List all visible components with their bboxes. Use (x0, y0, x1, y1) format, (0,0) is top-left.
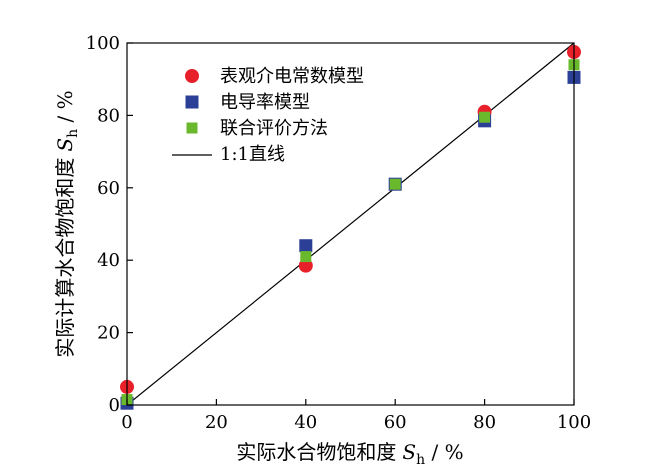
x-tick-label: 80 (473, 412, 496, 433)
legend-marker-series-2 (186, 122, 198, 134)
data-point-series-0 (298, 258, 313, 273)
x-axis-title-unit: / % (425, 440, 463, 464)
x-tick-label: 0 (121, 412, 132, 433)
legend: 表观介电常数模型 电导率模型 联合评价方法 1:1直线 (172, 66, 364, 165)
x-tick-label: 20 (205, 412, 228, 433)
legend-label-conductivity: 电导率模型 (220, 92, 310, 113)
legend-label-dielectric: 表观介电常数模型 (220, 66, 364, 87)
data-point-series-2 (479, 111, 491, 123)
y-axis-title-var: S (53, 138, 77, 152)
x-axis-ticks: 0 20 40 60 80 100 (121, 399, 591, 433)
x-axis-title-sub: h (416, 452, 425, 468)
legend-label-reference-line: 1:1直线 (220, 144, 285, 165)
y-axis-ticks: 0 20 40 60 80 100 (86, 33, 133, 416)
data-point-series-2 (300, 251, 312, 263)
y-tick-label: 60 (97, 178, 120, 199)
legend-label-combined: 联合评价方法 (220, 118, 328, 139)
y-axis-title: 实际计算水合物饱和度 Sh / % (53, 90, 81, 357)
x-axis-title-text: 实际水合物饱和度 (236, 440, 396, 464)
x-axis-title-var: S (402, 440, 416, 464)
y-tick-label: 80 (97, 105, 120, 126)
y-axis-title-text: 实际计算水合物饱和度 (53, 158, 77, 358)
plot-frame (126, 42, 575, 406)
data-point-series-1 (299, 239, 313, 253)
x-tick-label: 40 (294, 412, 317, 433)
reference-line-layer (126, 42, 575, 406)
x-tick-label: 60 (384, 412, 407, 433)
legend-marker-series-0 (185, 69, 199, 83)
y-tick-label: 0 (109, 395, 120, 416)
legend-markers (172, 69, 212, 156)
y-tick-label: 100 (86, 33, 120, 54)
legend-marker-series-1 (185, 95, 199, 109)
reference-line-1to1 (126, 42, 575, 406)
x-tick-label: 100 (557, 412, 591, 433)
y-axis-title-unit: / % (53, 90, 77, 128)
plot-area: 0 20 40 60 80 100 0 20 40 60 80 100 (86, 33, 592, 433)
y-tick-label: 20 (97, 323, 120, 344)
x-axis-title: 实际水合物饱和度 Sh / % (236, 440, 463, 468)
data-point-series-2 (389, 178, 401, 190)
y-axis-title-sub: h (65, 129, 81, 138)
y-tick-label: 40 (97, 250, 120, 271)
